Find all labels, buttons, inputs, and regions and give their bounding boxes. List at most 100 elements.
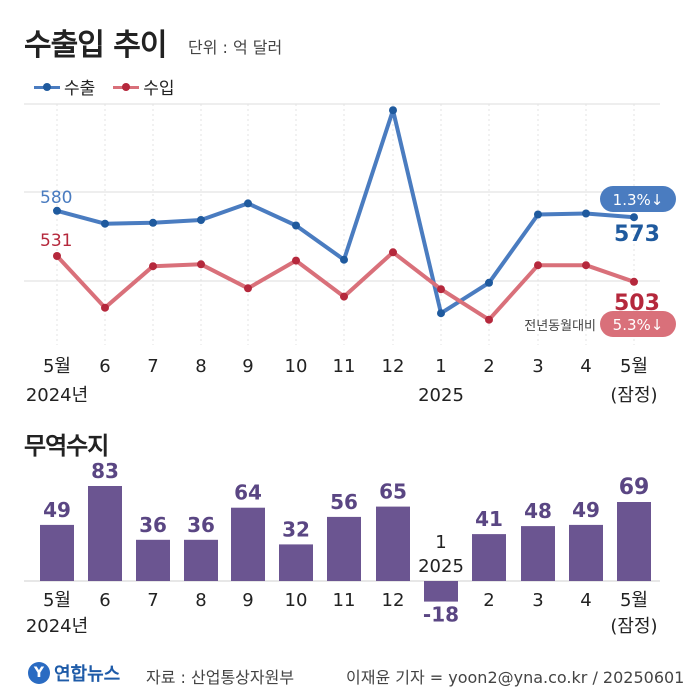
point-import-11 <box>582 261 590 270</box>
x-tick-sublabel-8: 2025 <box>418 385 464 406</box>
bar-1 <box>88 486 122 581</box>
point-import-5 <box>292 256 300 265</box>
point-export-7 <box>389 106 397 115</box>
badge-export-change-text: 1.3%↓ <box>613 191 664 209</box>
label-export-last: 573 <box>614 222 660 247</box>
bar-value-label-2: 36 <box>139 513 167 537</box>
point-export-0 <box>53 206 61 215</box>
legend-swatch-import <box>113 82 140 92</box>
point-export-11 <box>582 209 590 218</box>
logo-text: 연합뉴스 <box>54 664 121 685</box>
point-import-0 <box>53 252 61 260</box>
bar-value-label-4: 64 <box>234 481 262 505</box>
x-tick-label-0: 5월 <box>43 356 71 377</box>
bar-value-label-11: 49 <box>572 498 600 522</box>
chart-title: 수출입 추이 <box>24 28 167 63</box>
legend-swatch-export <box>34 82 60 92</box>
bar-x-tick-label-11: 4 <box>580 590 591 611</box>
label-import-first: 531 <box>40 231 72 251</box>
bar-10 <box>521 526 555 581</box>
bar-x-tick-label-7: 12 <box>382 590 405 611</box>
point-export-4 <box>244 199 252 208</box>
point-export-10 <box>534 210 542 219</box>
bar-x-tick-label-1: 6 <box>99 590 110 611</box>
x-tick-label-10: 3 <box>532 356 543 377</box>
bar-x-tick-label-5: 10 <box>285 590 308 611</box>
bar-value-label-6: 56 <box>330 490 358 514</box>
bar-x-tick-label-9: 2 <box>483 590 494 611</box>
bar-x-tick-label-2: 7 <box>147 590 158 611</box>
bar-6 <box>327 516 361 581</box>
bar-x-tick-label-10: 3 <box>532 590 543 611</box>
bar-value-label-8: -18 <box>423 603 459 627</box>
x-tick-label-12: 5월 <box>620 356 648 377</box>
x-tick-label-1: 6 <box>99 356 110 377</box>
point-import-1 <box>101 303 109 312</box>
badge-import-change-text: 5.3%↓ <box>613 316 664 334</box>
yoy-label: 전년동월대비 <box>524 319 596 334</box>
point-export-2 <box>149 218 157 227</box>
bar-value-label-9: 41 <box>475 507 503 531</box>
bar-3 <box>184 539 218 581</box>
point-export-1 <box>101 219 109 228</box>
badge-import-change <box>600 311 676 337</box>
point-export-8 <box>437 309 445 318</box>
legend-label-import: 수입 <box>143 79 175 99</box>
bar-x-tick-label-12: 5월 <box>620 590 648 611</box>
badge-export-change <box>600 186 676 212</box>
bar-x-tick-label-0: 5월 <box>43 590 71 611</box>
bar-7 <box>376 506 410 581</box>
unit-label: 단위 : 억 달러 <box>188 38 283 57</box>
bar-0 <box>40 524 74 581</box>
point-export-6 <box>340 255 348 264</box>
x-tick-label-5: 10 <box>285 356 308 377</box>
legend-item-import: 수입 <box>113 74 175 99</box>
x-tick-label-3: 8 <box>195 356 206 377</box>
point-import-9 <box>485 315 493 324</box>
bar-9 <box>472 534 506 581</box>
bar-x-tick-sublabel-12: (잠정) <box>610 616 657 637</box>
credit-text: 이재윤 기자 = yoon2@yna.co.kr / 20250601 <box>346 668 685 687</box>
source-text: 자료 : 산업통상자원부 <box>146 668 295 687</box>
x-tick-label-8: 1 <box>435 356 446 377</box>
bar-11 <box>569 524 603 581</box>
bar-x-tick-label-4: 9 <box>242 590 253 611</box>
logo-icon: Y <box>28 662 50 684</box>
point-import-8 <box>437 285 445 294</box>
point-export-12 <box>630 213 638 222</box>
bar-5 <box>279 544 313 581</box>
bar-value-label-5: 32 <box>282 517 310 541</box>
yonhap-logo: Y 연합뉴스 <box>28 660 120 686</box>
bar-12 <box>617 502 651 581</box>
point-import-7 <box>389 248 397 257</box>
bar-value-label-1: 83 <box>91 459 119 483</box>
bar-value-label-10: 48 <box>524 499 552 523</box>
point-export-9 <box>485 278 493 287</box>
bar-4 <box>231 507 265 581</box>
legend-label-export: 수출 <box>64 79 96 99</box>
point-import-3 <box>197 260 205 269</box>
x-tick-sublabel-0: 2024년 <box>26 385 88 406</box>
bar-value-label-12: 69 <box>619 475 650 500</box>
point-import-2 <box>149 262 157 271</box>
bar-value-label-0: 49 <box>43 498 71 522</box>
bar-x-tick-label-3: 8 <box>195 590 206 611</box>
point-import-12 <box>630 277 638 286</box>
point-import-6 <box>340 292 348 301</box>
x-tick-sublabel-12: (잠정) <box>610 385 657 406</box>
bar-value-label-7: 65 <box>379 480 407 504</box>
x-tick-label-6: 11 <box>333 356 356 377</box>
bar-x-tick-label-8: 1 <box>435 532 446 553</box>
bar-8 <box>424 581 458 602</box>
bar-x-tick-sublabel-0: 2024년 <box>26 616 88 637</box>
x-tick-label-9: 2 <box>483 356 494 377</box>
point-export-5 <box>292 221 300 230</box>
x-tick-label-11: 4 <box>580 356 591 377</box>
legend-item-export: 수출 <box>34 74 95 99</box>
bar-x-tick-sublabel-8: 2025 <box>418 556 464 577</box>
point-import-4 <box>244 284 252 293</box>
x-tick-label-7: 12 <box>382 356 405 377</box>
bar-2 <box>136 539 170 581</box>
